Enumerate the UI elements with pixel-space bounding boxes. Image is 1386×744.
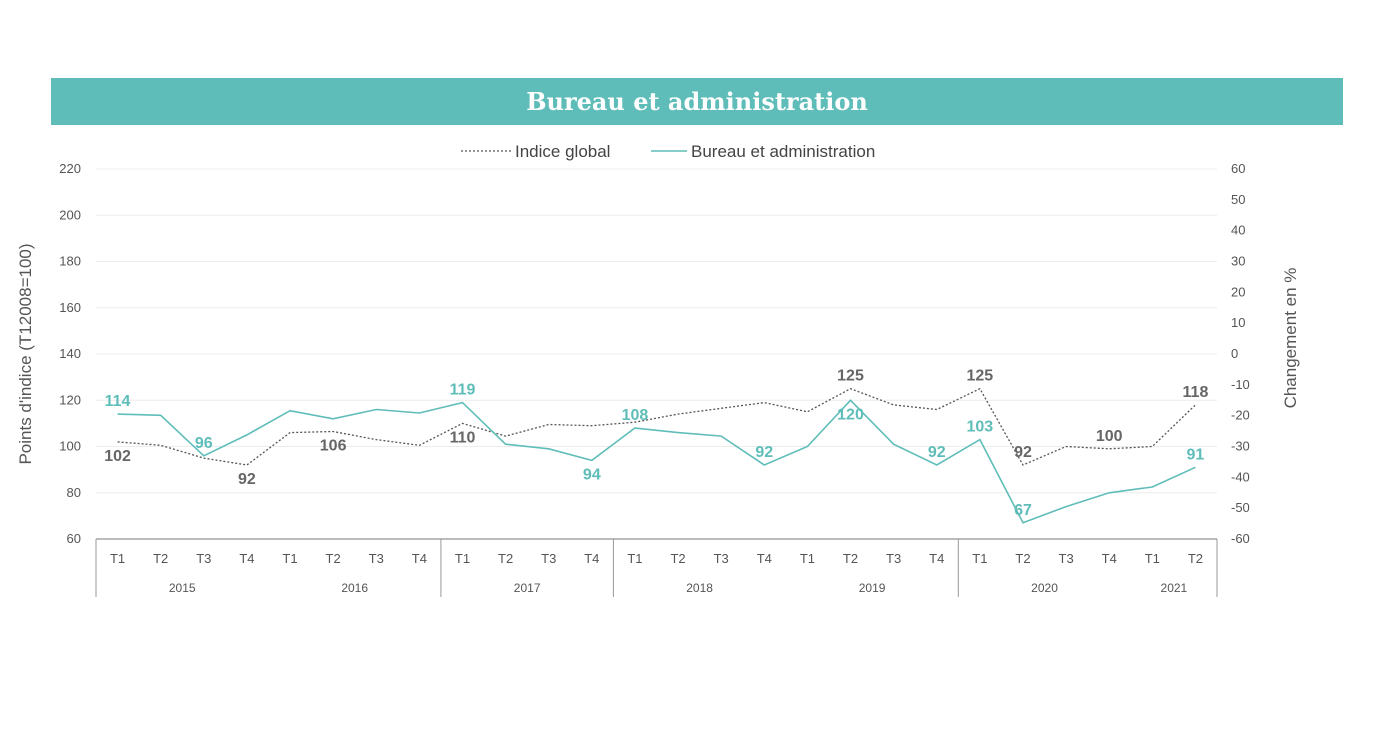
x-tick-label: T3: [714, 551, 729, 566]
x-tick-label: T4: [584, 551, 599, 566]
x-tick-label: T1: [627, 551, 642, 566]
legend-label-indice-global: Indice global: [515, 142, 610, 161]
y-tick-label: 60: [67, 531, 81, 546]
x-tick-label: T2: [498, 551, 513, 566]
y-tick-label: 200: [59, 207, 81, 222]
data-label: 103: [967, 419, 994, 436]
data-label: 92: [1014, 444, 1032, 461]
y2-tick-label: 50: [1231, 192, 1245, 207]
y2-tick-label: 10: [1231, 315, 1245, 330]
x-tick-label: T2: [153, 551, 168, 566]
y-axis-title: Points d'indice (T12008=100): [16, 243, 35, 464]
x-tick-label: T4: [412, 551, 427, 566]
data-label: 110: [450, 429, 476, 446]
data-label: 92: [755, 444, 773, 461]
x-tick-label: T1: [972, 551, 987, 566]
x-tick-label: T2: [670, 551, 685, 566]
data-label: 96: [195, 435, 213, 452]
x-tick-label: T3: [369, 551, 384, 566]
x-tick-label: T2: [326, 551, 341, 566]
x-tick-label: T1: [282, 551, 297, 566]
x-tick-label: T3: [541, 551, 556, 566]
x-year-label: 2016: [341, 581, 368, 595]
y2-tick-label: 40: [1231, 223, 1245, 238]
data-label: 118: [1183, 384, 1209, 401]
data-label: 100: [1096, 428, 1123, 445]
series-line-1: [117, 387, 1196, 466]
x-tick-label: T1: [455, 551, 470, 566]
y2-tick-label: 30: [1231, 254, 1245, 269]
data-label: 125: [837, 368, 864, 385]
data-label: 114: [105, 393, 131, 410]
x-tick-label: T1: [1145, 551, 1160, 566]
y-tick-label: 180: [59, 254, 81, 269]
x-tick-label: T2: [1188, 551, 1203, 566]
x-tick-label: T3: [886, 551, 901, 566]
y2-axis-title: Changement en %: [1281, 268, 1300, 409]
x-tick-label: T4: [239, 551, 254, 566]
y-tick-label: 220: [59, 161, 81, 176]
x-year-label: 2015: [169, 581, 196, 595]
x-tick-label: T2: [843, 551, 858, 566]
y2-tick-label: 0: [1231, 346, 1238, 361]
y2-tick-label: -40: [1231, 469, 1250, 484]
chart-title: Bureau et administration: [526, 87, 868, 116]
y2-tick-label: -50: [1231, 500, 1250, 515]
y2-tick-label: -30: [1231, 439, 1250, 454]
x-year-label: 2021: [1161, 581, 1188, 595]
data-label: 92: [238, 471, 256, 488]
y-tick-label: 160: [59, 300, 81, 315]
data-label: 108: [622, 407, 649, 424]
data-label: 106: [320, 437, 347, 454]
data-label: 92: [928, 444, 946, 461]
y-tick-label: 120: [59, 392, 81, 407]
data-label: 125: [967, 368, 994, 385]
y-tick-label: 80: [67, 485, 81, 500]
x-tick-label: T1: [800, 551, 815, 566]
data-label: 91: [1187, 446, 1205, 463]
x-tick-label: T3: [1059, 551, 1074, 566]
data-label: 67: [1014, 502, 1032, 519]
x-tick-label: T2: [1015, 551, 1030, 566]
y-tick-label: 100: [59, 439, 81, 454]
series-line-2: [117, 399, 1196, 524]
data-label: 102: [104, 448, 131, 465]
x-year-label: 2020: [1031, 581, 1058, 595]
x-tick-label: T4: [1102, 551, 1117, 566]
y2-tick-label: -60: [1231, 531, 1250, 546]
legend-label-bureau: Bureau et administration: [691, 142, 875, 161]
x-tick-label: T1: [110, 551, 125, 566]
y2-tick-label: 20: [1231, 284, 1245, 299]
x-year-label: 2017: [514, 581, 541, 595]
data-label: 94: [583, 466, 601, 483]
y-tick-label: 140: [59, 346, 81, 361]
x-tick-label: T4: [929, 551, 944, 566]
x-year-label: 2019: [859, 581, 886, 595]
x-tick-label: T4: [757, 551, 772, 566]
data-label: 119: [450, 382, 476, 399]
y2-tick-label: -20: [1231, 408, 1250, 423]
y2-tick-label: 60: [1231, 161, 1245, 176]
data-label: 120: [837, 406, 864, 423]
x-year-label: 2018: [686, 581, 713, 595]
chart-title-banner: Bureau et administration: [51, 78, 1343, 125]
y2-tick-label: -10: [1231, 377, 1250, 392]
x-tick-label: T3: [196, 551, 211, 566]
